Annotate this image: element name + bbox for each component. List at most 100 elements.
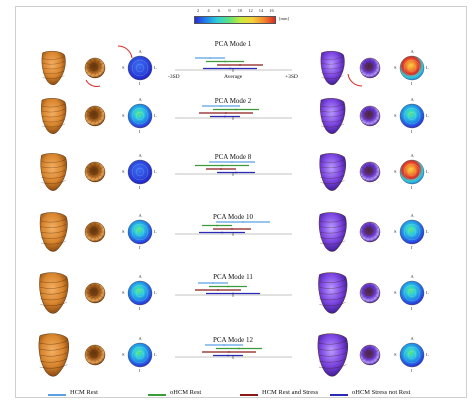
mode-scale-lines [175,57,292,72]
heart-surface [318,272,348,314]
bullseye-disc [127,159,153,185]
ring-mesh-line [86,110,91,114]
bullseye-ring [135,350,145,360]
bullseye-disc [127,103,153,129]
ring-mesh-line [89,120,93,125]
ring-mesh-line [374,287,379,291]
ring-mesh-line [89,346,93,351]
ring-mesh-line [364,107,368,112]
axis-label-l: L [154,290,157,295]
pca-mode-title: PCA Mode 8 [214,153,252,161]
purple-heart-short-axis [359,282,381,304]
scale-range-marker [239,64,241,66]
heart-cavity [89,166,99,176]
axis-label-i: I [411,185,413,190]
axis-label-s: S [394,352,397,357]
scale-range-marker [220,105,222,107]
ring-mesh-line [372,359,376,364]
ring-mesh-line [89,297,93,302]
ring-mesh-line [97,359,101,364]
axis-label-a: A [410,336,414,341]
ring-mesh-line [99,295,104,299]
bullseye-ring [403,59,421,77]
axis-label-i: I [139,368,141,373]
orange-heart-short-axis [84,221,106,243]
scale-range-marker [221,164,223,167]
bullseye-map-right [399,159,425,185]
scale-range-marker [227,354,229,357]
bullseye-map-left [127,342,153,368]
heart-surface [320,50,345,86]
heart-cavity [364,287,374,297]
ring-mesh-line [86,234,91,238]
heart-surface [39,212,68,252]
scale-label-plus: +3SD [285,74,298,80]
scale-range-marker [217,289,219,291]
heart-cavity [89,110,99,120]
axis-label-s: S [122,113,125,118]
ring-mesh-line [372,176,376,181]
colorbar-tick-label: 6 [217,8,221,13]
ring-mesh-line [99,349,104,353]
bullseye-disc [127,280,153,306]
ring-mesh-line [99,174,104,178]
ring-mesh-line [86,70,91,74]
axis-label-l: L [154,352,157,357]
ring-mesh-line [374,70,379,74]
axis-label-a: A [138,97,142,102]
axis-label-i: I [139,306,141,311]
axis-label-l: L [154,229,157,234]
bullseye-ring [403,223,421,241]
ring-mesh-line [364,236,368,241]
purple-heart-side-view [317,333,349,377]
bullseye-ring [407,288,417,298]
ring-mesh-line [97,236,101,241]
axis-label-s: S [394,113,397,118]
bullseye-disc [399,55,425,81]
axis-label-a: A [138,49,142,54]
ring-mesh-line [372,297,376,302]
colorbar-tick-label: 4 [207,8,210,13]
pca-mode-title: PCA Mode 11 [213,273,253,281]
axis-label-a: A [138,274,142,279]
ring-mesh-line [361,295,366,299]
ring-mesh-line [97,346,101,351]
purple-heart-side-view [320,98,346,134]
heart-surface [319,153,347,191]
ring-mesh-line [361,226,366,230]
ring-mesh-line [86,166,91,170]
pca-mode-title: PCA Mode 10 [212,213,254,221]
purple-heart-side-view [318,212,347,252]
ring-mesh-line [99,62,104,66]
heart-cavity [89,226,99,236]
ring-mesh-line [374,234,379,238]
axis-label-s: S [394,169,397,174]
bullseye-map-right [399,103,425,129]
orange-heart-short-axis [84,57,106,79]
ring-mesh-line [97,72,101,77]
ring-mesh-line [361,174,366,178]
heart-surface [40,153,68,191]
ring-mesh-line [372,236,376,241]
colorbar-tick-label: 9 [228,8,231,13]
bullseye-ring [407,350,417,360]
ring-mesh-line [374,295,379,299]
scale-range-marker [231,161,233,163]
scale-range-marker [223,344,225,346]
axis-label-a: A [410,274,414,279]
heart-cavity [364,166,374,176]
purple-heart-side-view [318,272,348,314]
ring-mesh-line [361,62,366,66]
ring-mesh-line [89,176,93,181]
axis-label-l: L [426,352,429,357]
ring-mesh-line [89,236,93,241]
ring-mesh-line [364,223,368,228]
ring-mesh-line [99,166,104,170]
axis-label-a: A [410,153,414,158]
pca-mode-title: PCA Mode 2 [214,97,252,105]
figure-frame [15,6,467,398]
scale-range-marker [231,228,233,230]
ring-mesh-line [97,163,101,168]
ring-mesh-line [374,357,379,361]
